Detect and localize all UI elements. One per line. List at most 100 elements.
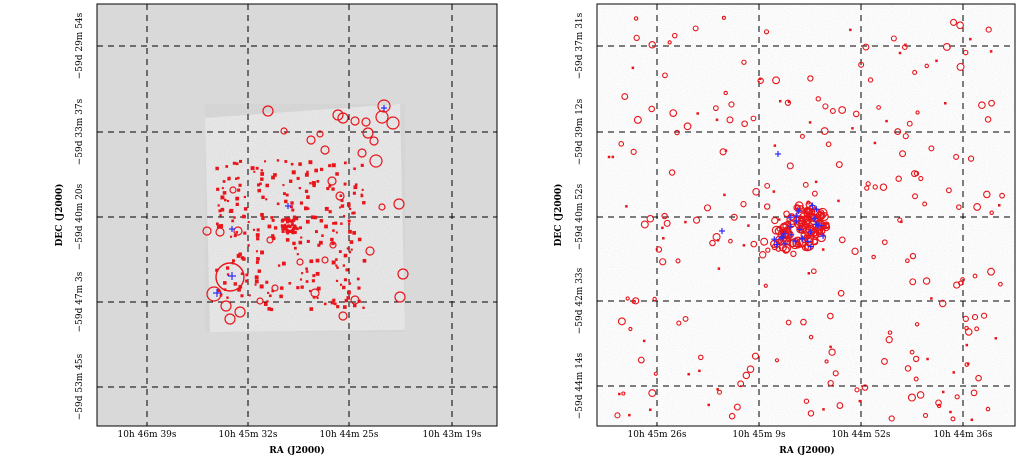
source-marker — [330, 300, 335, 305]
source-marker — [291, 231, 295, 235]
dec-tick-label: −59d 39m 12s — [575, 98, 585, 165]
source-marker — [885, 119, 888, 123]
source-circle — [625, 296, 630, 301]
source-marker — [289, 205, 293, 209]
source-marker — [324, 224, 328, 229]
source-marker — [787, 100, 791, 104]
source-marker — [339, 206, 342, 209]
source-marker — [309, 182, 312, 185]
source-circle — [913, 170, 920, 177]
source-marker — [353, 185, 358, 190]
source-circle — [909, 252, 917, 260]
ra-tick-label: 10h 44m 52s — [831, 430, 890, 440]
source-circle — [698, 354, 704, 361]
source-marker — [233, 216, 236, 219]
source-marker — [687, 372, 690, 376]
source-circle — [838, 106, 847, 114]
source-marker — [318, 240, 323, 245]
source-marker — [814, 180, 818, 184]
source-marker — [216, 224, 221, 229]
source-marker — [233, 282, 237, 286]
source-marker — [306, 195, 310, 199]
source-circle — [763, 29, 770, 35]
source-marker — [307, 207, 310, 210]
source-marker — [231, 219, 235, 223]
source-circle — [369, 136, 379, 146]
source-marker — [305, 267, 308, 271]
source-circle — [775, 246, 782, 252]
source-circle — [807, 410, 815, 417]
source-marker — [292, 215, 297, 219]
source-circle — [653, 371, 658, 376]
source-circle — [730, 213, 738, 221]
source-circle — [772, 76, 780, 85]
source-circle — [967, 155, 975, 162]
dec-tick-label: −59d 29m 54s — [75, 12, 85, 79]
image-noise — [205, 104, 405, 332]
source-circle — [950, 416, 956, 422]
source-marker — [282, 184, 285, 187]
source-marker — [260, 172, 265, 176]
source-circle — [661, 212, 668, 220]
source-circle — [852, 110, 860, 118]
source-marker — [299, 278, 303, 281]
source-marker — [357, 286, 361, 290]
source-markers — [607, 15, 1005, 422]
source-marker — [339, 194, 343, 198]
source-marker — [271, 236, 276, 241]
source-marker — [288, 225, 292, 229]
source-marker — [248, 294, 251, 297]
source-circle — [973, 203, 982, 211]
source-marker — [332, 298, 336, 302]
source-marker — [717, 267, 721, 270]
source-marker — [226, 199, 230, 203]
source-marker — [312, 274, 316, 278]
source-marker — [331, 163, 336, 168]
source-marker — [323, 302, 327, 306]
source-circle — [916, 391, 925, 399]
source-marker — [225, 165, 229, 168]
ra-tick-label: 10h 43m 19s — [422, 430, 481, 440]
source-marker — [340, 222, 343, 225]
source-circle — [914, 322, 920, 327]
x-axis-label: RA (J2000) — [779, 445, 834, 456]
source-marker — [232, 259, 235, 263]
source-circle — [737, 380, 745, 388]
source-marker — [347, 203, 351, 207]
source-circle — [962, 315, 969, 323]
source-marker — [271, 218, 275, 222]
source-marker — [356, 277, 360, 281]
source-marker — [340, 204, 345, 208]
source-marker — [314, 168, 318, 173]
source-marker — [271, 175, 275, 180]
source-marker — [772, 190, 776, 193]
source-circle — [262, 105, 274, 117]
source-circle — [266, 236, 274, 244]
right-sky-plot: 10h 45m 26s 10h 45m 9s 10h 44m 52s 10h 44m … — [553, 3, 1016, 456]
source-marker — [315, 230, 318, 234]
source-circle — [837, 289, 845, 297]
source-circle — [784, 99, 792, 106]
source-marker — [215, 166, 219, 171]
source-marker — [362, 306, 365, 309]
source-marker — [829, 345, 832, 349]
source-marker — [279, 294, 283, 299]
source-marker — [267, 224, 272, 229]
source-marker — [291, 208, 295, 212]
source-marker — [952, 371, 955, 374]
dec-tick-label: −59d 53m 45s — [75, 353, 85, 420]
source-marker — [349, 240, 354, 244]
source-circle — [899, 150, 907, 158]
source-marker — [257, 188, 261, 193]
source-circle — [909, 349, 915, 355]
source-marker — [758, 77, 762, 81]
source-marker — [348, 229, 352, 234]
source-marker — [328, 184, 332, 188]
source-marker — [222, 191, 227, 195]
source-marker — [290, 229, 294, 233]
source-circle — [740, 201, 747, 208]
source-circle — [985, 26, 992, 33]
source-marker — [304, 206, 308, 211]
source-circle — [386, 116, 400, 130]
source-marker — [312, 183, 316, 188]
